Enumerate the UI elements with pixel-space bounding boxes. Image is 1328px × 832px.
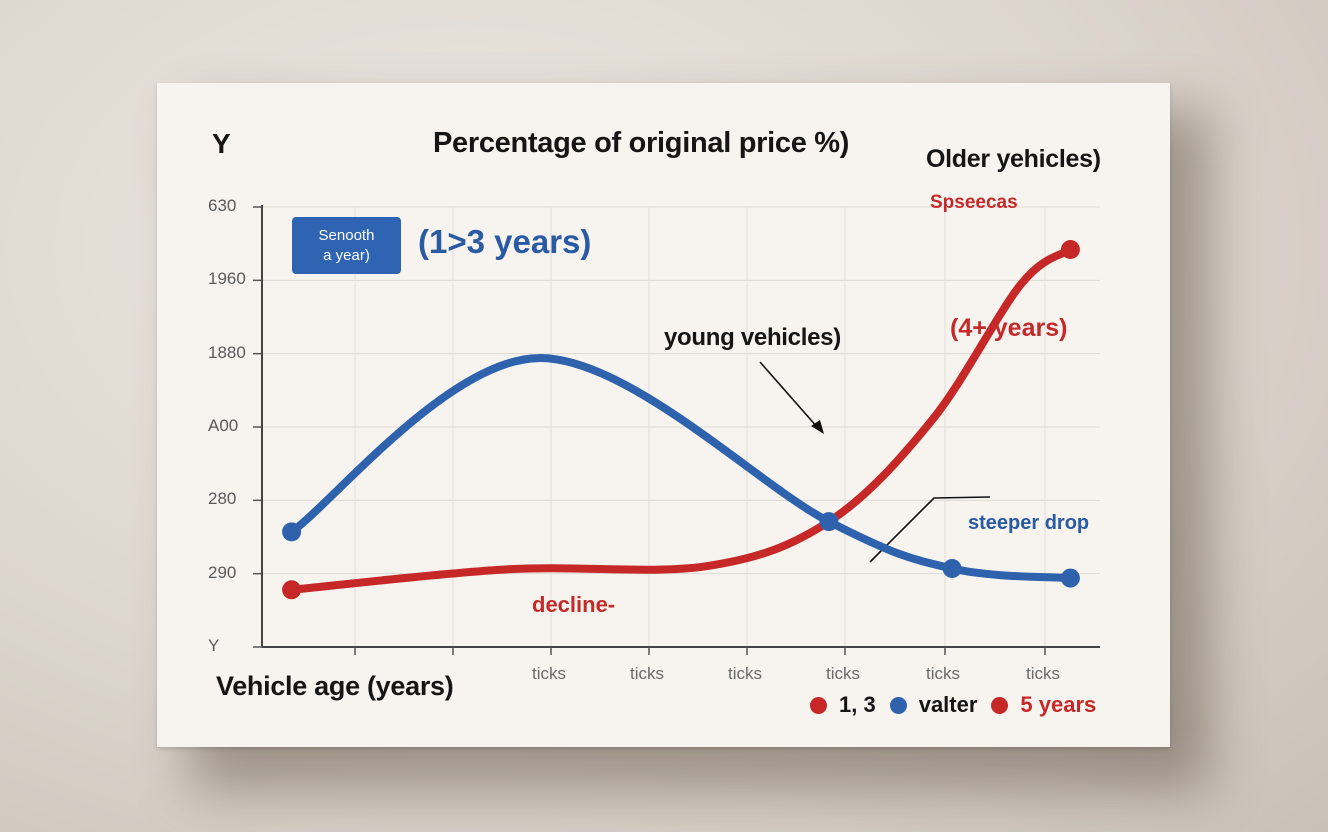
young-vehicles-arrowhead bbox=[811, 420, 824, 434]
legend: 1, 3 valter 5 years bbox=[810, 692, 1110, 718]
legend-swatch-2 bbox=[889, 696, 907, 714]
young-range-label: (1>3 years) bbox=[418, 223, 592, 260]
data-point-blue bbox=[282, 522, 302, 542]
older-vehicles-label: Older yehicles) bbox=[926, 145, 1101, 173]
chart-title: Percentage of original price %) bbox=[433, 127, 850, 159]
paper-sheet bbox=[157, 83, 1170, 747]
y-axis-letter: Y bbox=[212, 128, 231, 159]
decline-label: decline- bbox=[532, 592, 616, 617]
data-point-blue bbox=[819, 512, 839, 532]
y-tick-label: 280 bbox=[208, 489, 237, 509]
legend-item-2: valter bbox=[889, 692, 978, 718]
legend-label-3: 5 years bbox=[1020, 692, 1097, 717]
x-tick-label: ticks bbox=[630, 664, 664, 683]
legend-item-1: 1, 3 bbox=[810, 692, 876, 718]
legend-label-1: 1, 3 bbox=[839, 692, 876, 717]
older-range-label: (4+ years) bbox=[950, 314, 1068, 342]
x-tick-label: ticks bbox=[926, 664, 960, 683]
x-tick-label: ticks bbox=[1026, 664, 1060, 683]
x-axis-label: Vehicle age (years) bbox=[216, 671, 454, 701]
y-tick-label: 630 bbox=[208, 196, 237, 215]
series-layer bbox=[282, 240, 1080, 600]
y-tick-label: A00 bbox=[208, 416, 239, 435]
young-vehicles-label: young vehicles) bbox=[664, 324, 841, 351]
y-tick-label: Y bbox=[208, 636, 220, 655]
series-line-red bbox=[287, 245, 1075, 594]
y-tick-label: 1880 bbox=[208, 342, 246, 362]
steeper-drop-label: steeper drop bbox=[968, 512, 1090, 534]
steeper-drop-arrow bbox=[869, 496, 991, 563]
data-point-red bbox=[1060, 240, 1080, 260]
x-tick-label: ticks bbox=[826, 664, 860, 683]
data-point-red bbox=[282, 580, 302, 600]
axis-layer bbox=[253, 205, 1100, 655]
x-tick-label: ticks bbox=[532, 664, 566, 683]
young-vehicles-arrow bbox=[759, 361, 819, 429]
legend-swatch-1 bbox=[810, 696, 827, 714]
badge-line-2: a year) bbox=[323, 247, 370, 264]
red-series-top-label: Spseecas bbox=[930, 192, 1018, 213]
y-tick-label: 1960 bbox=[208, 269, 246, 289]
annotation-arrows bbox=[759, 361, 991, 563]
x-tick-label: ticks bbox=[728, 664, 762, 683]
data-point-blue bbox=[1060, 568, 1080, 588]
y-tick-label: 290 bbox=[208, 562, 237, 582]
legend-label-2: valter bbox=[918, 692, 978, 717]
legend-swatch-3 bbox=[991, 696, 1009, 714]
annotation-badge: Senooth a year) bbox=[292, 217, 401, 274]
badge-line-1: Senooth bbox=[318, 227, 375, 244]
data-point-blue bbox=[942, 559, 962, 579]
legend-item-3: 5 years bbox=[991, 692, 1096, 718]
